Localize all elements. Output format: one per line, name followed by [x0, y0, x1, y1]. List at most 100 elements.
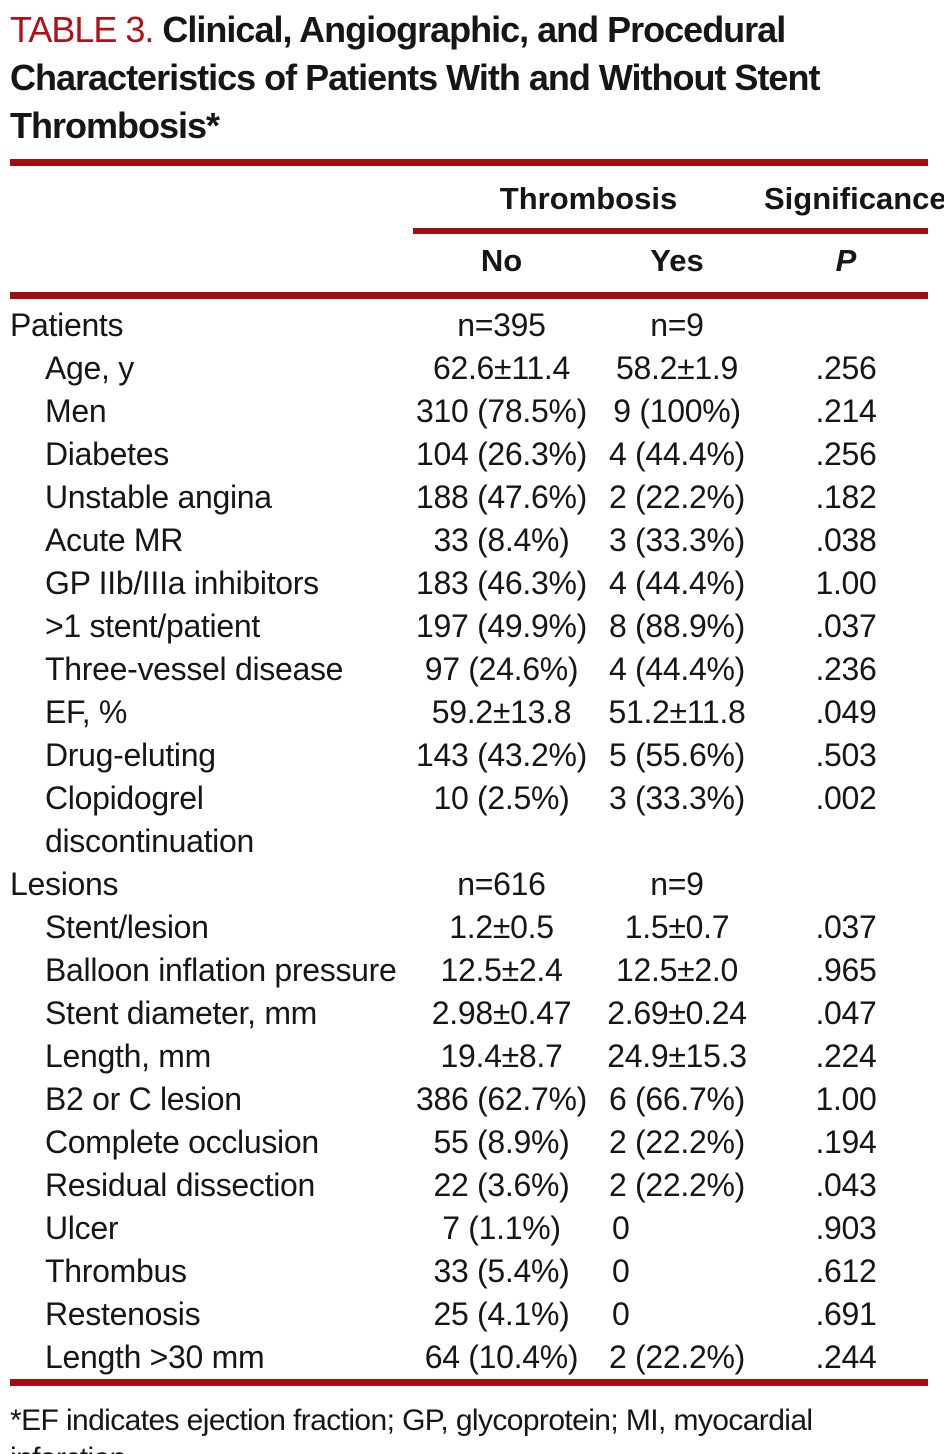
row-label: Restenosis	[45, 1296, 201, 1332]
row-value-no: 33 (5.4%)	[433, 1253, 570, 1289]
table-row: Residual dissection 22 (3.6%) 2 (22.2%) …	[10, 1164, 928, 1207]
row-value-no: 188 (47.6%)	[415, 479, 588, 515]
row-label: Men	[45, 393, 107, 429]
subheader-blank-cell	[10, 231, 413, 299]
row-value-yes: 4 (44.4%)	[608, 565, 746, 601]
significance-header: Significance	[764, 162, 944, 234]
row-label: Residual dissection	[45, 1167, 316, 1203]
row-p-value: .256	[815, 436, 877, 472]
table-row: Balloon inflation pressure 12.5±2.4 12.5…	[10, 949, 928, 992]
row-p-value: .503	[815, 737, 877, 773]
row-p-value: .037	[815, 909, 877, 945]
row-p-value: 1.00	[815, 565, 877, 601]
row-value-no: 310 (78.5%)	[415, 393, 588, 429]
table-row: Men 310 (78.5%) 9 (100%) .214	[10, 390, 928, 433]
row-value-no: n=616	[457, 866, 546, 902]
row-label: Three-vessel disease	[45, 651, 344, 687]
row-label: Acute MR	[45, 522, 184, 558]
row-value-no: 143 (43.2%)	[415, 737, 588, 773]
row-value-yes: 2 (22.2%)	[608, 1124, 746, 1160]
table-row: EF, % 59.2±13.8 51.2±11.8 .049	[10, 691, 928, 734]
table-row: Age, y 62.6±11.4 58.2±1.9 .256	[10, 347, 928, 390]
row-value-yes: 8 (88.9%)	[608, 608, 746, 644]
table-row: Restenosis 25 (4.1%) 0 .691	[10, 1293, 928, 1336]
row-value-yes: 2 (22.2%)	[608, 1339, 746, 1375]
table-row: Stent/lesion 1.2±0.5 1.5±0.7 .037	[10, 906, 928, 949]
row-value-no: 7 (1.1%)	[442, 1210, 561, 1246]
table-row: Unstable angina 188 (47.6%) 2 (22.2%) .1…	[10, 476, 928, 519]
row-value-no: 62.6±11.4	[432, 350, 571, 386]
row-p-value: .002	[815, 780, 877, 816]
row-label: Drug-eluting	[45, 737, 216, 773]
row-label: Stent/lesion	[45, 909, 209, 945]
table-row: Clopidogrel discontinuation 10 (2.5%) 3 …	[10, 777, 928, 863]
row-value-no: 104 (26.3%)	[415, 436, 588, 472]
spanner-header-row: Thrombosis Significance	[10, 162, 944, 234]
row-value-no: 25 (4.1%)	[433, 1296, 570, 1332]
row-p-value: 1.00	[815, 1081, 877, 1117]
row-label: EF, %	[45, 694, 128, 730]
table-row: Length, mm 19.4±8.7 24.9±15.3 .224	[10, 1035, 928, 1078]
table-number-label: TABLE 3.	[10, 9, 154, 50]
table-row: Acute MR 33 (8.4%) 3 (33.3%) .038	[10, 519, 928, 562]
row-value-no: 55 (8.9%)	[433, 1124, 570, 1160]
table-row: Length >30 mm 64 (10.4%) 2 (22.2%) .244	[10, 1336, 928, 1383]
column-header-p: P	[764, 231, 928, 299]
row-value-yes: 9 (100%)	[613, 393, 741, 429]
table-row: Ulcer 7 (1.1%) 0 .903	[10, 1207, 928, 1250]
row-value-no: 197 (49.9%)	[415, 608, 588, 644]
row-label: Thrombus	[45, 1253, 187, 1289]
table-row: Complete occlusion 55 (8.9%) 2 (22.2%) .…	[10, 1121, 928, 1164]
table-row: Lesions n=616 n=9	[10, 863, 928, 906]
table-row: GP IIb/IIIa inhibitors 183 (46.3%) 4 (44…	[10, 562, 928, 605]
row-label: Clopidogrel discontinuation	[45, 780, 254, 859]
row-label: Length, mm	[45, 1038, 211, 1074]
row-value-yes: n=9	[650, 866, 704, 902]
row-value-yes: 24.9±15.3	[607, 1038, 747, 1074]
row-value-yes: 58.2±1.9	[616, 350, 738, 386]
row-value-no: 33 (8.4%)	[433, 522, 570, 558]
row-value-no: 386 (62.7%)	[415, 1081, 588, 1117]
table-row: Thrombus 33 (5.4%) 0 .612	[10, 1250, 928, 1293]
row-p-value: .903	[815, 1210, 877, 1246]
row-p-value: .049	[815, 694, 877, 730]
row-label: Balloon inflation pressure	[45, 952, 397, 988]
row-value-no: 1.2±0.5	[449, 909, 554, 945]
row-p-value: .038	[815, 522, 877, 558]
table-body: Patients n=395 n=9 Age, y 62.6±11.4 58.2…	[10, 296, 928, 1383]
row-label: Unstable angina	[45, 479, 272, 515]
row-p-value: .214	[815, 393, 877, 429]
row-label: Age, y	[45, 350, 134, 386]
row-value-no: 183 (46.3%)	[415, 565, 588, 601]
table-row: Patients n=395 n=9	[10, 296, 928, 348]
row-label: Complete occlusion	[45, 1124, 319, 1160]
row-value-no: 22 (3.6%)	[433, 1167, 570, 1203]
row-value-yes: 0	[612, 1296, 630, 1332]
table-header: Thrombosis Significance No Yes P	[10, 162, 944, 299]
thrombosis-spanner-header: Thrombosis	[413, 162, 764, 234]
table-title: TABLE 3. Clinical, Angiographic, and Pro…	[0, 0, 944, 150]
row-label: Lesions	[10, 866, 119, 902]
row-value-no: 64 (10.4%)	[424, 1339, 579, 1375]
row-label: >1 stent/patient	[45, 608, 260, 644]
row-p-value: .047	[815, 995, 877, 1031]
table-row: Diabetes 104 (26.3%) 4 (44.4%) .256	[10, 433, 928, 476]
row-p-value: .965	[815, 952, 877, 988]
row-value-yes: 0	[612, 1253, 630, 1289]
row-value-yes: 2 (22.2%)	[608, 1167, 746, 1203]
title-line-3: Thrombosis*	[10, 105, 220, 146]
title-line-2: Characteristics of Patients With and Wit…	[10, 57, 820, 98]
row-label: B2 or C lesion	[45, 1081, 242, 1117]
column-header-row: No Yes P	[10, 231, 928, 299]
row-p-value: .244	[815, 1339, 877, 1375]
row-value-yes: 2.69±0.24	[607, 995, 747, 1031]
row-value-yes: 12.5±2.0	[616, 952, 738, 988]
title-line-1: Clinical, Angiographic, and Procedural	[162, 9, 786, 50]
row-value-no: n=395	[457, 307, 546, 343]
row-p-value: .236	[815, 651, 877, 687]
row-label: Stent diameter, mm	[45, 995, 318, 1031]
row-label: Length >30 mm	[45, 1339, 265, 1375]
table-row: Drug-eluting 143 (43.2%) 5 (55.6%) .503	[10, 734, 928, 777]
table-footnote: *EF indicates ejection fraction; GP, gly…	[10, 1404, 813, 1454]
row-p-value	[764, 863, 928, 906]
